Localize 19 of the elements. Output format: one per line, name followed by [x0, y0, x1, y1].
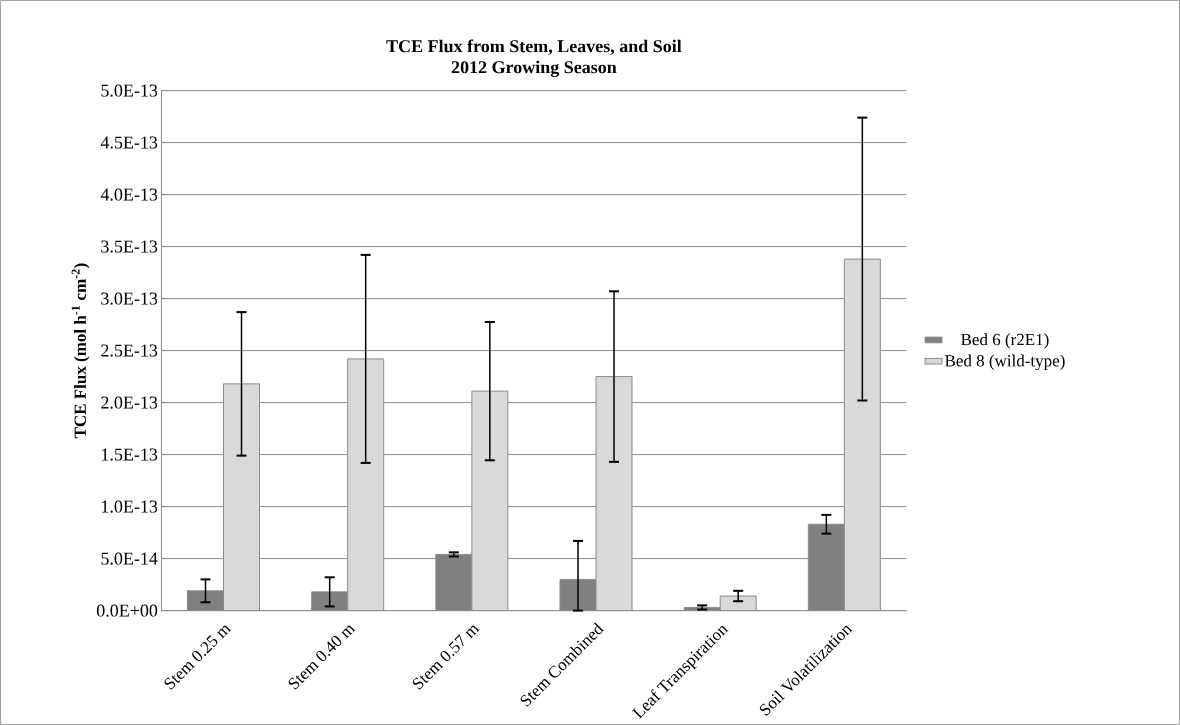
y-tick-label: 1.0E-13 [101, 500, 158, 513]
legend-label: Bed 8 (wild-type) [945, 354, 1065, 371]
y-tick-label: 3.0E-13 [101, 292, 158, 305]
chart-subtitle: 2012 Growing Season [451, 60, 617, 78]
chart-title: TCE Flux from Stem, Leaves, and Soil [386, 39, 682, 55]
y-tick-label: 3.5E-13 [101, 240, 158, 253]
y-tick-label: 5.0E-13 [101, 84, 158, 97]
legend-label: Bed 6 (r2E1) [961, 333, 1049, 349]
y-axis-title: TCE Flux (mol h$^{-1}$ cm$^{-2}$) [71, 263, 90, 439]
y-tick-label: 0.0E+00 [96, 604, 158, 617]
y-tick-label: 1.5E-13 [101, 448, 158, 461]
y-tick-label: 2.0E-13 [101, 396, 158, 409]
y-tick-label: 4.0E-13 [100, 188, 158, 201]
x-tick-label: Stem 0.57 m [412, 625, 480, 690]
y-tick-label: 2.5E-13 [101, 344, 158, 357]
x-tick-label: Stem 0.40 m [288, 625, 356, 690]
y-tick-label: 4.5E-13 [100, 136, 158, 149]
x-tick-label: Stem 0.25 m [164, 625, 232, 690]
y-tick-label: 5.0E-14 [101, 552, 158, 565]
